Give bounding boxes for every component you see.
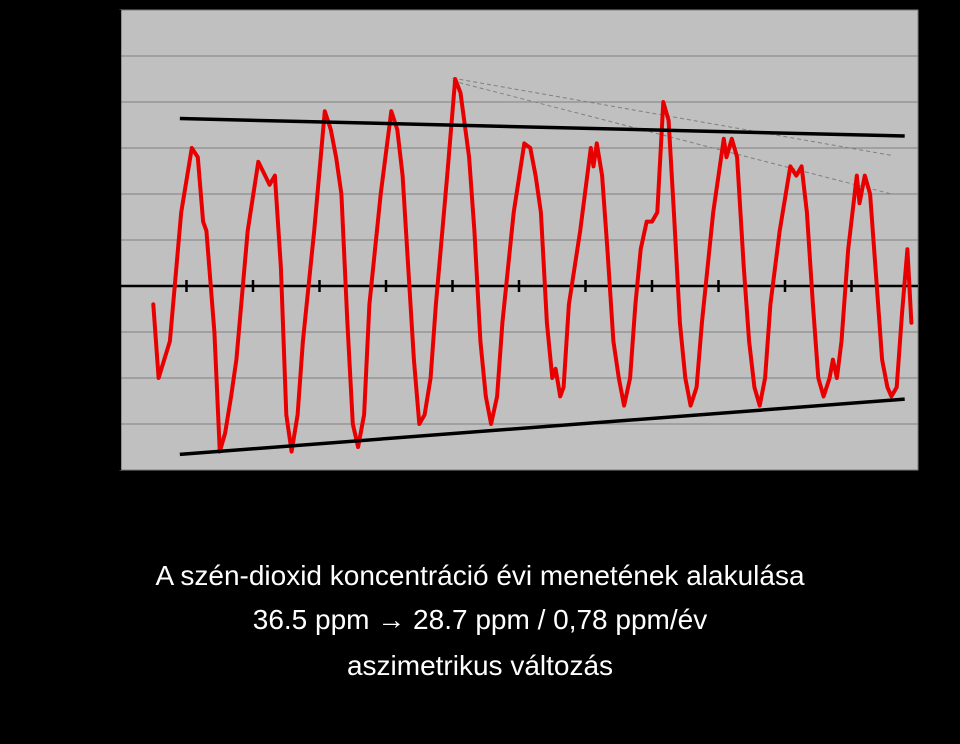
svg-text:-15: -15: [78, 412, 110, 437]
caption-line-1: A szén-dioxid koncentráció évi menetének…: [0, 560, 960, 592]
svg-text:-5: -5: [90, 320, 110, 345]
svg-text:1994: 1994: [96, 484, 145, 509]
svg-text:15: 15: [86, 136, 110, 161]
chart-container: ppm -20 -15 -10 -5 0 5 10 15 20 25 30 1994 1996 1998 2…: [40, 0, 930, 520]
svg-text:1998: 1998: [362, 484, 411, 509]
svg-text:20: 20: [86, 90, 110, 115]
svg-text:-20: -20: [78, 458, 110, 483]
svg-text:5: 5: [98, 228, 110, 253]
svg-text:2006: 2006: [894, 484, 930, 509]
svg-text:2004: 2004: [761, 484, 810, 509]
y-axis-label: ppm: [48, 199, 76, 250]
svg-text:-10: -10: [78, 366, 110, 391]
caption-line-2: 36.5 ppm → 28.7 ppm / 0,78 ppm/év: [0, 604, 960, 636]
svg-text:10: 10: [86, 182, 110, 207]
caption-area: A szén-dioxid koncentráció évi menetének…: [0, 540, 960, 686]
svg-text:1996: 1996: [229, 484, 278, 509]
slide: ppm -20 -15 -10 -5 0 5 10 15 20 25 30 1994 1996 1998 2…: [0, 0, 960, 744]
svg-text:30: 30: [86, 0, 110, 23]
svg-text:2000: 2000: [495, 484, 544, 509]
svg-text:2002: 2002: [628, 484, 677, 509]
svg-text:0: 0: [98, 274, 110, 299]
chart-svg: -20 -15 -10 -5 0 5 10 15 20 25 30 1994 1996 1998 2000 2…: [40, 0, 930, 520]
caption-line-3: aszimetrikus változás: [0, 650, 960, 682]
svg-text:25: 25: [86, 44, 110, 69]
